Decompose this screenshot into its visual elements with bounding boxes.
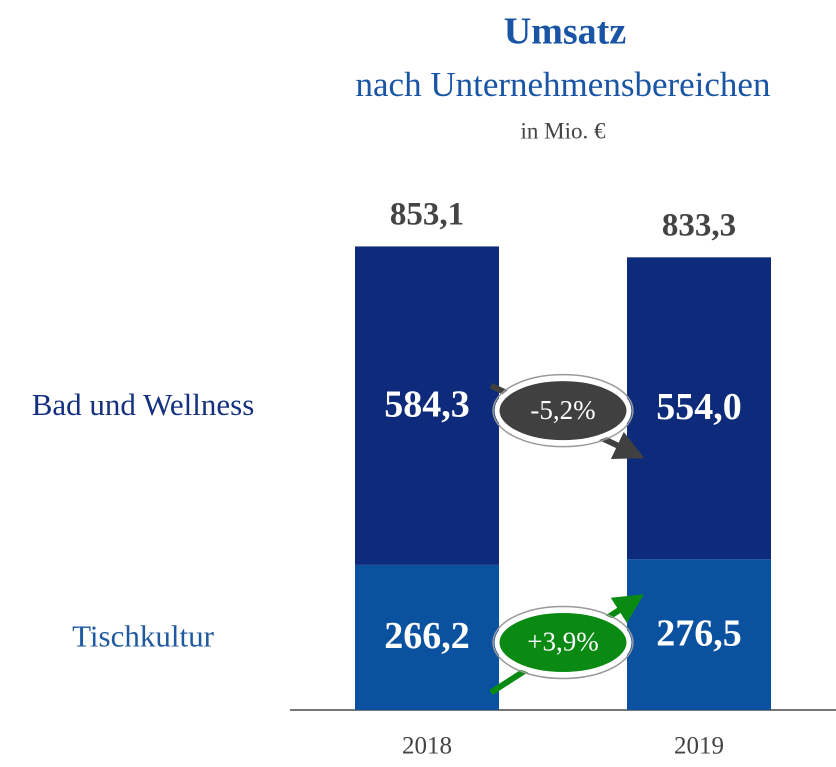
total-label: 853,1 [390,197,464,233]
chart-title: Umsatz [504,11,627,53]
total-label: 833,3 [662,207,736,243]
legend-label: Tischkultur [72,619,215,654]
change-badge [494,607,632,677]
x-tick-label: 2019 [674,733,724,760]
chart-subtitle: nach Unternehmensbereichen [356,65,771,104]
bar-segment [627,257,771,560]
x-tick-label: 2018 [402,733,452,760]
value-label: 276,5 [656,612,742,654]
change-badge-outline [492,605,634,680]
change-label: +3,9% [527,627,598,657]
value-label: 266,2 [384,615,470,657]
bar-segment [627,559,771,710]
bar-segment [355,246,499,565]
value-label: 554,0 [656,386,742,428]
change-badge-outline [492,373,634,448]
bar-segment [355,564,499,710]
unit-label: in Mio. € [521,118,606,143]
change-label: -5,2% [530,395,595,425]
legend-label: Bad und Wellness [32,387,255,422]
change-badge [494,376,632,446]
value-label: 584,3 [384,383,470,425]
